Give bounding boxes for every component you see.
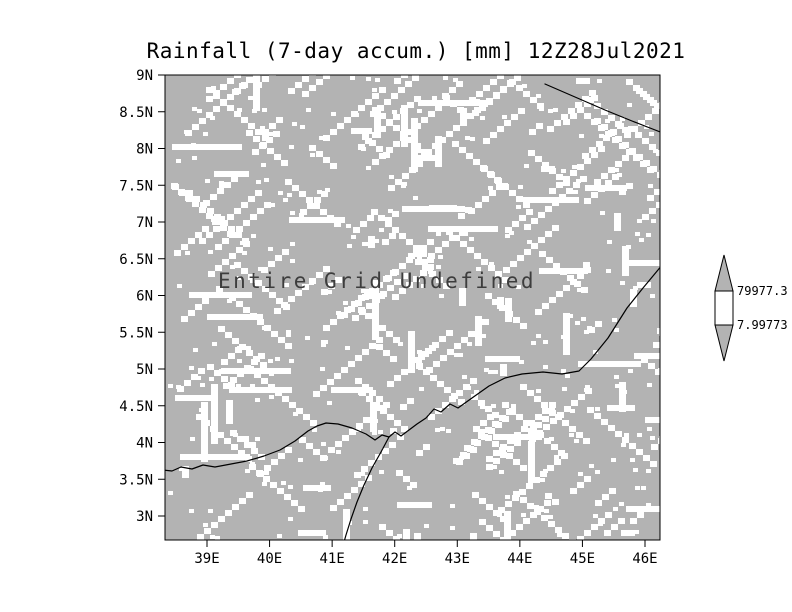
colorbar-label-upper: 79977.3 [737, 284, 788, 298]
y-tick-label: 9N [136, 68, 153, 84]
coastline-northeast [544, 83, 660, 133]
x-tick-label: 46E [632, 551, 657, 567]
y-tick-label: 6.5N [119, 252, 153, 268]
x-tick-label: 44E [507, 551, 532, 567]
y-tick-label: 5N [136, 362, 153, 378]
y-tick-label: 8.5N [119, 105, 153, 121]
y-tick-label: 5.5N [119, 325, 153, 341]
colorbar-mid-band [714, 290, 734, 326]
map-content [165, 75, 660, 540]
y-tick-label: 3N [136, 509, 153, 525]
y-tick-label: 8N [136, 142, 153, 158]
colorbar: 79977.3 7.99773 [714, 254, 788, 362]
y-tick-label: 3.5N [119, 472, 153, 488]
colorbar-label-lower: 7.99773 [737, 318, 788, 332]
y-axis: 9N 8.5N 8N 7.5N 7N 6.5N 6N 5.5N 5N 4.5N 4N 3.5N 3N [119, 68, 165, 525]
y-tick-label: 4.5N [119, 399, 153, 415]
y-tick-label: 6N [136, 289, 153, 305]
x-tick-label: 43E [445, 551, 470, 567]
coastlines [165, 83, 660, 540]
colorbar-upper-arrow [714, 254, 734, 292]
chart-title: Rainfall (7-day accum.) [mm] 12Z28Jul202… [147, 39, 686, 63]
x-tick-label: 41E [319, 551, 344, 567]
x-axis: 39E 40E 41E 42E 43E 44E 45E 46E [194, 540, 658, 567]
x-tick-label: 42E [382, 551, 407, 567]
y-tick-label: 7.5N [119, 178, 153, 194]
colorbar-lower-arrow [714, 324, 734, 362]
x-tick-label: 45E [570, 551, 595, 567]
x-tick-label: 40E [257, 551, 282, 567]
coastline-branch [343, 436, 390, 540]
map-frame [164, 74, 661, 541]
coastline-main [165, 266, 660, 472]
undefined-grid-message: Entire Grid Undefined [218, 269, 536, 293]
y-tick-label: 4N [136, 436, 153, 452]
y-tick-label: 7N [136, 215, 153, 231]
x-tick-label: 39E [194, 551, 219, 567]
undefined-grid-speckle-pattern [168, 75, 660, 540]
